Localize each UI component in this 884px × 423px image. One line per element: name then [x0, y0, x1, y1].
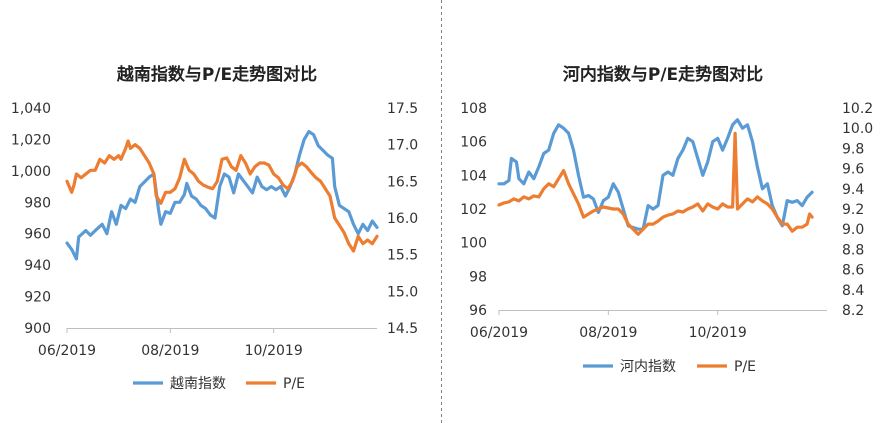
y-left-tick-label: 940: [24, 258, 51, 274]
x-tick-label: 06/2019: [38, 343, 96, 359]
y-left-tick-label: 900: [24, 321, 51, 337]
y-left-tick-label: 1,000: [11, 164, 51, 180]
y-left-tick-label: 100: [460, 236, 487, 252]
y-right-tick-label: 16.0: [387, 211, 418, 227]
x-tick-label: 08/2019: [141, 343, 199, 359]
legend-index-label: 河内指数: [620, 359, 676, 375]
y-right-tick-label: 17.0: [387, 138, 418, 154]
legend-pe-label: P/E: [283, 376, 305, 392]
y-right-tick-label: 8.2: [842, 303, 864, 319]
y-right-tick-label: 14.5: [387, 321, 418, 337]
y-right-tick-label: 9.4: [842, 182, 864, 198]
y-left-tick-label: 106: [460, 135, 487, 151]
pe-series-line: [65, 139, 379, 253]
index-series-line: [65, 130, 379, 261]
y-left-tick-label: 960: [24, 227, 51, 243]
x-tick-label: 08/2019: [579, 325, 637, 341]
y-left-tick-label: 1,040: [11, 101, 51, 117]
x-tick-label: 10/2019: [689, 325, 747, 341]
legend-index-label: 越南指数: [170, 376, 226, 392]
index-series-line: [497, 118, 814, 231]
hnx-index-chart: 河内指数与P/E走势图对比 96 98 100 102 104 106 108 8.2 8.4 8…: [460, 64, 873, 375]
y-left-tick-label: 98: [469, 269, 487, 285]
y-right-tick-label: 8.4: [842, 283, 864, 299]
y-left-tick-label: 108: [460, 101, 487, 117]
y-right-tick-label: 9.2: [842, 202, 864, 218]
y-right-tick-label: 16.5: [387, 174, 418, 190]
y-right-tick-label: 9.0: [842, 222, 864, 238]
x-tick-label: 06/2019: [470, 325, 528, 341]
y-left-tick-label: 980: [24, 195, 51, 211]
chart-title: 越南指数与P/E走势图对比: [116, 64, 317, 85]
pe-series-line: [497, 131, 814, 236]
x-tick-label: 10/2019: [245, 343, 303, 359]
y-right-tick-label: 8.6: [842, 263, 864, 279]
y-right-tick-label: 15.0: [387, 284, 418, 300]
y-left-tick-label: 102: [460, 202, 487, 218]
y-right-tick-label: 9.6: [842, 162, 864, 178]
vn-index-chart: 越南指数与P/E走势图对比 900 920 940 960 980 1,000 1,020 1…: [11, 64, 418, 392]
y-left-tick-label: 1,020: [11, 132, 51, 148]
y-right-tick-label: 15.5: [387, 248, 418, 264]
y-right-tick-label: 10.0: [842, 121, 873, 137]
legend-pe-label: P/E: [734, 359, 756, 375]
y-right-tick-label: 10.2: [842, 101, 873, 117]
chart-title: 河内指数与P/E走势图对比: [563, 64, 763, 85]
y-left-tick-label: 96: [469, 303, 487, 319]
y-left-tick-label: 104: [460, 168, 487, 184]
y-right-tick-label: 8.8: [842, 242, 864, 258]
y-right-tick-label: 9.8: [842, 141, 864, 157]
y-left-tick-label: 920: [24, 290, 51, 306]
y-right-tick-label: 17.5: [387, 101, 418, 117]
